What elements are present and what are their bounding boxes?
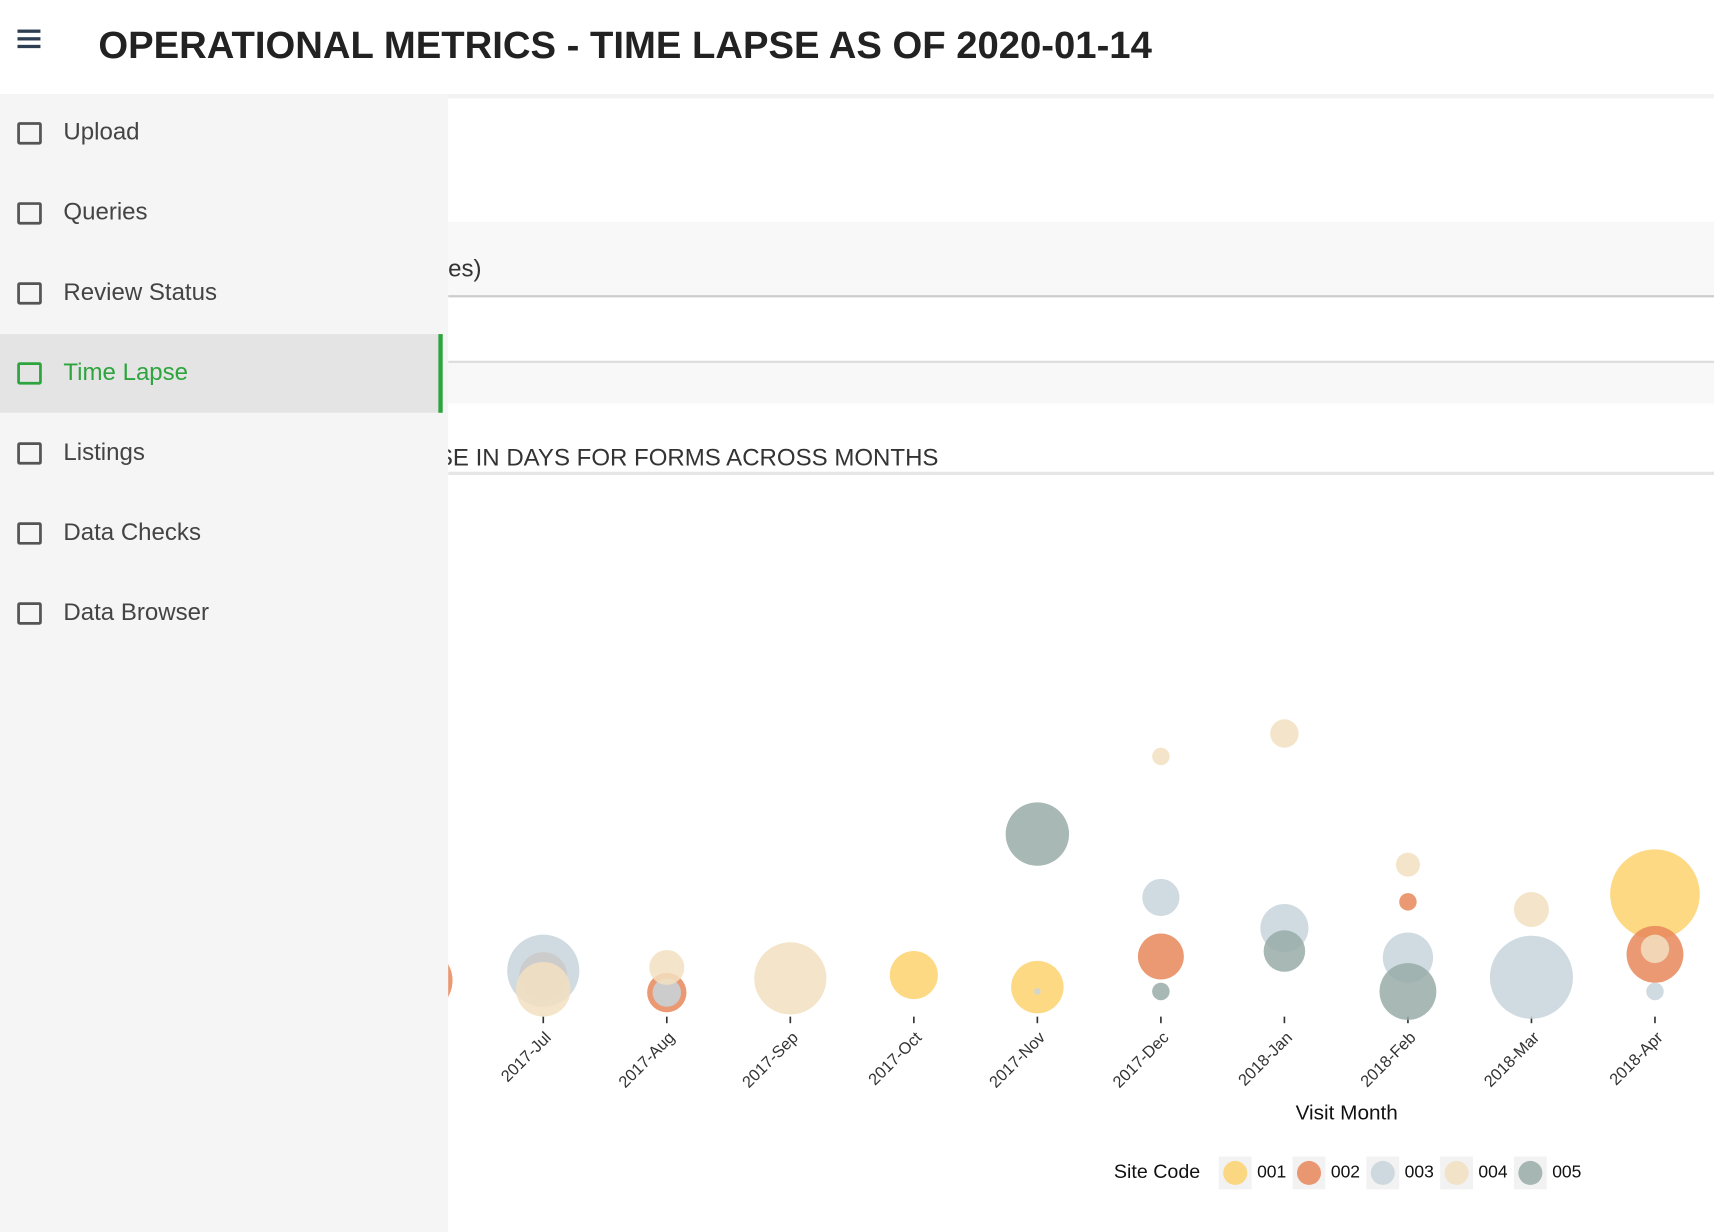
header: OPERATIONAL METRICS - TIME LAPSE AS OF 2… xyxy=(0,0,1714,95)
bubble xyxy=(1011,960,1064,1014)
bubble xyxy=(1513,892,1549,927)
nav-icon xyxy=(17,442,42,465)
panel-footer xyxy=(448,362,1714,404)
nav-item[interactable]: Data Checks xyxy=(17,519,201,546)
sidebar: Upload Queries Review Status Time Lapse List… xyxy=(0,94,449,1232)
nav-item[interactable]: Listings xyxy=(17,439,145,466)
legend-swatch xyxy=(1444,1160,1469,1185)
nav-label: Data Checks xyxy=(63,519,201,546)
divider xyxy=(448,94,1714,99)
bubble xyxy=(649,949,685,985)
bubble xyxy=(652,978,682,1007)
bubble xyxy=(1005,802,1070,866)
legend-label: 003 xyxy=(1405,1162,1434,1182)
legend-label: 005 xyxy=(1552,1162,1581,1182)
bubble xyxy=(1034,988,1041,995)
nav-active-indicator xyxy=(438,334,443,413)
menu-icon[interactable] xyxy=(17,29,41,49)
nav-label: Upload xyxy=(63,119,139,146)
bubble xyxy=(1399,893,1417,911)
panel-label: es) xyxy=(448,255,481,282)
bubble xyxy=(1142,878,1180,917)
nav-icon xyxy=(17,122,42,145)
bubble xyxy=(1137,933,1184,980)
legend-swatch xyxy=(1518,1160,1543,1185)
main-area: es) PSE IN DAYS FOR FORMS ACROSS MONTHS … xyxy=(386,94,1714,1232)
nav-icon xyxy=(17,522,42,545)
nav-icon xyxy=(17,202,42,225)
bubble xyxy=(889,951,938,1000)
bubble xyxy=(1395,852,1420,877)
nav-label: Data Browser xyxy=(63,599,209,626)
nav-icon xyxy=(17,282,42,305)
nav-label: Review Status xyxy=(63,279,217,306)
nav-label: Listings xyxy=(63,439,144,466)
legend-swatch xyxy=(1223,1160,1248,1185)
nav-icon xyxy=(17,602,42,625)
bubble xyxy=(1270,719,1299,748)
bubble xyxy=(1152,982,1170,1001)
header-background xyxy=(0,0,1714,95)
bubble xyxy=(1646,982,1664,1001)
nav-item[interactable]: Queries xyxy=(17,199,148,226)
x-axis-title: Visit Month xyxy=(1296,1101,1398,1124)
panel-header xyxy=(448,221,1714,297)
legend-label: 004 xyxy=(1478,1162,1507,1182)
bubble xyxy=(515,961,571,1017)
nav-item[interactable]: Data Browser xyxy=(17,599,209,626)
bubble xyxy=(1379,963,1437,1020)
bubble xyxy=(1640,934,1670,964)
nav-icon xyxy=(17,362,42,385)
legend-swatch xyxy=(1370,1160,1395,1185)
bubble xyxy=(1152,747,1170,766)
nav-label: Queries xyxy=(63,199,147,226)
bubble xyxy=(1263,930,1306,972)
nav-active-background xyxy=(0,334,439,413)
legend-label: 001 xyxy=(1257,1162,1286,1182)
bubble xyxy=(1610,849,1700,940)
legend-label: 002 xyxy=(1331,1162,1360,1182)
nav-item[interactable]: Review Status xyxy=(17,279,217,306)
nav-item[interactable]: Time Lapse xyxy=(0,334,443,413)
sidebar-background xyxy=(0,94,449,1232)
bubble xyxy=(1489,935,1573,1019)
nav-label: Time Lapse xyxy=(63,359,188,386)
bubble xyxy=(754,942,827,1015)
nav-item[interactable]: Upload xyxy=(17,119,140,146)
chart-heading: PSE IN DAYS FOR FORMS ACROSS MONTHS xyxy=(421,444,939,471)
legend-title: Site Code xyxy=(1114,1161,1200,1183)
legend-swatch xyxy=(1296,1160,1322,1185)
page-title: OPERATIONAL METRICS - TIME LAPSE AS OF 2… xyxy=(98,24,1152,67)
